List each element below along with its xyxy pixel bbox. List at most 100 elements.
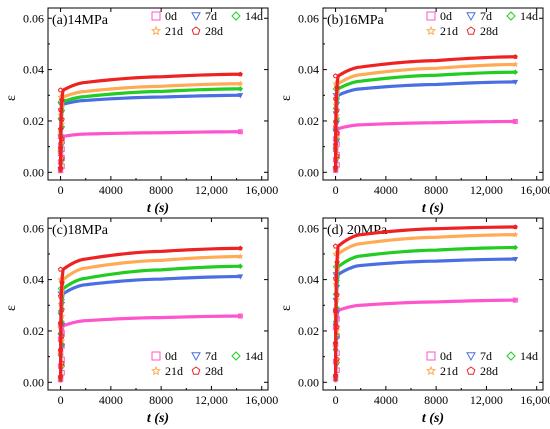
legend-label-14d: 14d — [245, 349, 263, 363]
legend-marker-28d — [191, 26, 201, 35]
y-tick-label: 0.06 — [23, 221, 44, 235]
legend: 0d 7d 14d 21d 28d — [425, 349, 538, 378]
x-tick-label: 0 — [58, 183, 64, 197]
x-axis-label: t (s) — [147, 201, 169, 216]
series-point-28d — [334, 130, 340, 136]
legend-item-0d: 0d — [151, 9, 177, 23]
legend-marker-21d — [150, 25, 162, 36]
series-point-28d — [332, 73, 339, 79]
legend-item-7d: 7d — [466, 9, 492, 23]
series-point-28d — [512, 54, 518, 59]
y-tick-label: 0.02 — [23, 324, 44, 338]
series-point-28d — [332, 308, 339, 314]
series-point-0d — [512, 297, 518, 303]
y-tick-label: 0.04 — [23, 63, 44, 77]
legend-label-7d: 7d — [205, 349, 217, 363]
y-tick-label: 0.00 — [298, 165, 319, 179]
legend-item-28d: 28d — [191, 364, 223, 378]
legend-marker-0d — [151, 351, 161, 361]
series-28d — [57, 71, 243, 173]
series-28d — [332, 54, 518, 172]
panel-title: (a)14MPa — [52, 13, 109, 28]
series-point-28d — [59, 279, 65, 286]
series-21d — [332, 61, 519, 173]
series-point-28d — [59, 360, 65, 366]
series-point-28d — [332, 118, 339, 125]
x-tick-label: 0 — [333, 393, 339, 407]
legend-item-28d: 28d — [191, 24, 223, 38]
series-point-14d — [237, 86, 244, 92]
legend: 0d 7d 14d 21d 28d — [150, 9, 263, 38]
series-line-28d — [333, 225, 517, 382]
x-tick-label: 16,000 — [520, 393, 550, 407]
series-point-28d — [57, 106, 64, 112]
legend-item-21d: 21d — [425, 24, 458, 38]
series-point-28d — [59, 136, 65, 142]
series-point-28d — [332, 340, 339, 346]
series-point-0d — [512, 118, 518, 124]
series-point-7d — [237, 274, 244, 280]
x-tick-label: 0 — [333, 183, 339, 197]
series-point-28d — [57, 165, 64, 171]
legend-label-0d: 0d — [165, 9, 177, 23]
series-point-28d — [334, 356, 340, 362]
legend-label-14d: 14d — [520, 9, 538, 23]
legend-item-0d: 0d — [426, 9, 452, 23]
series-line-28d — [58, 72, 242, 173]
legend-label-21d: 21d — [165, 364, 183, 378]
legend-item-21d: 21d — [425, 364, 458, 378]
legend-marker-14d — [506, 11, 516, 21]
series-point-28d — [59, 155, 65, 161]
x-tick-label: 16,000 — [245, 393, 278, 407]
legend-marker-7d — [466, 12, 476, 22]
series-point-0d — [237, 313, 243, 319]
legend-item-21d: 21d — [150, 24, 183, 38]
legend: 0d 7d 14d 21d 28d — [150, 349, 263, 378]
series-point-28d — [332, 96, 339, 102]
series-point-0d — [237, 129, 243, 135]
panel-title: (c)18MPa — [52, 223, 109, 238]
series-point-28d — [57, 293, 64, 299]
series-point-28d — [59, 333, 65, 339]
series-point-28d — [57, 145, 64, 151]
series-line-28d — [58, 246, 242, 382]
series-point-28d — [334, 324, 340, 330]
legend-marker-28d — [191, 366, 201, 375]
legend-item-7d: 7d — [191, 9, 217, 23]
series-point-28d — [237, 245, 243, 251]
y-axis-label: ε — [279, 305, 294, 311]
series-point-28d — [57, 347, 64, 353]
legend: 0d 7d 14d 21d 28d — [425, 9, 538, 38]
series-28d — [332, 224, 518, 382]
series-point-7d — [237, 93, 244, 99]
legend-marker-7d — [191, 12, 201, 22]
legend-label-7d: 7d — [480, 9, 492, 23]
y-tick-label: 0.02 — [298, 324, 319, 338]
chart-panel-3: 0 4000 8000 12,000 16,000 0.00 0.02 0.04 0.06 t (… — [4, 217, 278, 426]
plot-frame — [322, 217, 544, 391]
legend-label-28d: 28d — [205, 364, 223, 378]
x-tick-label: 4000 — [99, 393, 123, 407]
y-tick-label: 0.04 — [23, 273, 44, 287]
legend-marker-14d — [506, 351, 516, 361]
series-line-0d — [58, 130, 242, 174]
x-tick-label: 16,000 — [520, 183, 550, 197]
series-point-14d — [237, 263, 244, 269]
series-point-28d — [57, 320, 64, 326]
series-point-28d — [334, 107, 340, 113]
legend-item-14d: 14d — [231, 9, 263, 23]
series-point-21d — [512, 231, 519, 238]
plot-frame — [47, 217, 269, 391]
legend-item-7d: 7d — [466, 349, 492, 363]
legend-item-14d: 14d — [231, 349, 263, 363]
plot-frame — [47, 7, 269, 181]
legend-item-28d: 28d — [466, 24, 498, 38]
legend-label-0d: 0d — [440, 349, 452, 363]
legend-item-14d: 14d — [506, 349, 538, 363]
legend-marker-0d — [426, 11, 436, 21]
x-tick-label: 0 — [58, 393, 64, 407]
legend-marker-14d — [231, 11, 241, 21]
series-point-28d — [332, 164, 339, 170]
legend-marker-14d — [231, 351, 241, 361]
legend-item-14d: 14d — [506, 9, 538, 23]
